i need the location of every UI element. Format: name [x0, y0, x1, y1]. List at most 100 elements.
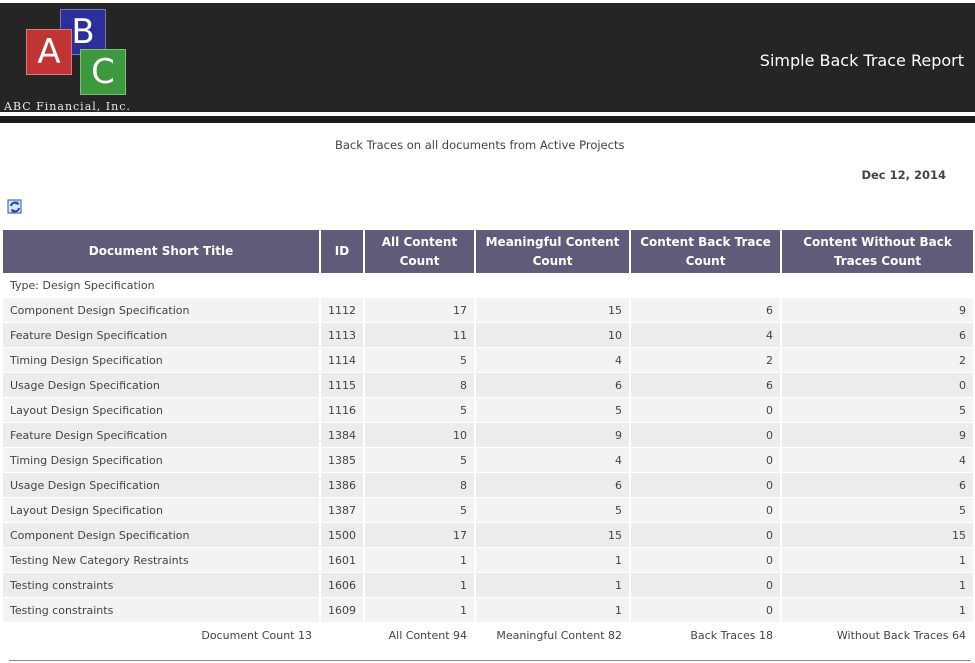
total-blank — [320, 622, 365, 648]
cell-id: 1114 — [320, 347, 365, 373]
cell-title: Timing Design Specification — [3, 347, 321, 373]
cell-all-content: 5 — [364, 347, 476, 373]
cell-meaningful-content: 1 — [475, 572, 631, 598]
table-row: Feature Design Specification 1384 10 9 0 9 — [3, 422, 973, 448]
cell-id: 1500 — [320, 522, 365, 548]
cell-back-trace: 0 — [630, 572, 782, 598]
cell-back-trace: 0 — [630, 397, 782, 423]
cell-title: Usage Design Specification — [3, 372, 321, 398]
table-row: Component Design Specification 1112 17 15 6 9 — [3, 297, 973, 323]
cell-title: Testing constraints — [3, 572, 321, 598]
cell-without-back-trace: 1 — [781, 597, 973, 623]
table-row: Layout Design Specification 1387 5 5 0 5 — [3, 497, 973, 523]
cell-meaningful-content: 4 — [475, 347, 631, 373]
table-header-row: Document Short Title ID All Content Coun… — [3, 230, 973, 273]
cell-id: 1386 — [320, 472, 365, 498]
cell-back-trace: 0 — [630, 447, 782, 473]
cell-all-content: 1 — [364, 572, 476, 598]
report-subtitle: Back Traces on all documents from Active… — [335, 138, 625, 152]
cell-without-back-trace: 6 — [781, 322, 973, 348]
cell-id: 1609 — [320, 597, 365, 623]
cell-without-back-trace: 9 — [781, 422, 973, 448]
cell-without-back-trace: 1 — [781, 572, 973, 598]
cell-all-content: 8 — [364, 372, 476, 398]
cell-all-content: 1 — [364, 597, 476, 623]
cell-back-trace: 6 — [630, 372, 782, 398]
cell-title: Component Design Specification — [3, 297, 321, 323]
cell-meaningful-content: 6 — [475, 372, 631, 398]
cell-title: Timing Design Specification — [3, 447, 321, 473]
cell-without-back-trace: 6 — [781, 472, 973, 498]
col-content-back-trace-count[interactable]: Content Back Trace Count — [630, 230, 782, 273]
total-without-back-traces: Without Back Traces 64 — [781, 622, 973, 648]
cell-back-trace: 4 — [630, 322, 782, 348]
cell-meaningful-content: 5 — [475, 497, 631, 523]
cell-meaningful-content: 4 — [475, 447, 631, 473]
col-meaningful-content-count[interactable]: Meaningful Content Count — [475, 230, 631, 273]
table-row: Usage Design Specification 1386 8 6 0 6 — [3, 472, 973, 498]
cell-meaningful-content: 15 — [475, 297, 631, 323]
cell-id: 1606 — [320, 572, 365, 598]
cell-back-trace: 6 — [630, 297, 782, 323]
totals-row: Document Count 13 All Content 94 Meaningfu… — [3, 622, 973, 648]
cell-all-content: 10 — [364, 422, 476, 448]
cell-meaningful-content: 9 — [475, 422, 631, 448]
cell-meaningful-content: 6 — [475, 472, 631, 498]
cell-id: 1387 — [320, 497, 365, 523]
cell-all-content: 5 — [364, 497, 476, 523]
col-all-content-count[interactable]: All Content Count — [364, 230, 476, 273]
cell-back-trace: 0 — [630, 497, 782, 523]
header-divider — [0, 116, 975, 123]
cell-meaningful-content: 10 — [475, 322, 631, 348]
cell-meaningful-content: 1 — [475, 597, 631, 623]
cell-without-back-trace: 9 — [781, 297, 973, 323]
cell-all-content: 11 — [364, 322, 476, 348]
cell-title: Feature Design Specification — [3, 422, 321, 448]
refresh-icon[interactable] — [7, 198, 27, 215]
cell-back-trace: 0 — [630, 522, 782, 548]
table-row: Timing Design Specification 1385 5 4 0 4 — [3, 447, 973, 473]
cell-title: Feature Design Specification — [3, 322, 321, 348]
report-date: Dec 12, 2014 — [861, 168, 946, 182]
cell-title: Component Design Specification — [3, 522, 321, 548]
report-header: B A C ABC Financial, Inc. Simple Back Tr… — [0, 0, 975, 113]
cell-id: 1384 — [320, 422, 365, 448]
table-row: Testing constraints 1609 1 1 0 1 — [3, 597, 973, 623]
cell-back-trace: 0 — [630, 422, 782, 448]
group-label: Type: Design Specification — [3, 273, 973, 298]
cell-back-trace: 0 — [630, 472, 782, 498]
col-document-short-title[interactable]: Document Short Title — [3, 230, 321, 273]
cell-id: 1601 — [320, 547, 365, 573]
col-content-without-back-traces-count[interactable]: Content Without Back Traces Count — [781, 230, 973, 273]
cell-all-content: 5 — [364, 447, 476, 473]
logo-block-a: A — [26, 29, 72, 75]
cell-title: Usage Design Specification — [3, 472, 321, 498]
table-row: Timing Design Specification 1114 5 4 2 2 — [3, 347, 973, 373]
table-row: Feature Design Specification 1113 11 10 4 6 — [3, 322, 973, 348]
footer-divider — [9, 660, 971, 661]
cell-without-back-trace: 1 — [781, 547, 973, 573]
table-row: Usage Design Specification 1115 8 6 6 0 — [3, 372, 973, 398]
cell-title: Layout Design Specification — [3, 497, 321, 523]
cell-without-back-trace: 15 — [781, 522, 973, 548]
col-id[interactable]: ID — [320, 230, 365, 273]
company-logo: B A C ABC Financial, Inc. — [2, 9, 152, 113]
cell-title: Layout Design Specification — [3, 397, 321, 423]
cell-all-content: 5 — [364, 397, 476, 423]
cell-back-trace: 2 — [630, 347, 782, 373]
cell-all-content: 17 — [364, 297, 476, 323]
cell-id: 1385 — [320, 447, 365, 473]
table-row: Testing New Category Restraints 1601 1 1 0 1 — [3, 547, 973, 573]
cell-without-back-trace: 0 — [781, 372, 973, 398]
cell-all-content: 8 — [364, 472, 476, 498]
table-row: Component Design Specification 1500 17 15 0 1… — [3, 522, 973, 548]
cell-all-content: 1 — [364, 547, 476, 573]
table-row: Testing constraints 1606 1 1 0 1 — [3, 572, 973, 598]
cell-without-back-trace: 2 — [781, 347, 973, 373]
logo-block-c: C — [80, 49, 126, 95]
cell-without-back-trace: 5 — [781, 497, 973, 523]
total-all-content: All Content 94 — [364, 622, 476, 648]
company-name: ABC Financial, Inc. — [4, 100, 131, 113]
back-trace-table: Document Short Title ID All Content Coun… — [3, 230, 973, 648]
cell-back-trace: 0 — [630, 597, 782, 623]
